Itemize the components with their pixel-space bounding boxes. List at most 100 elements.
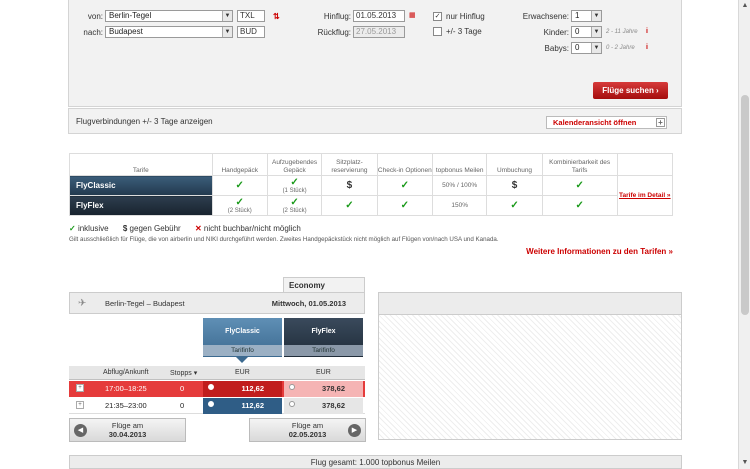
plusminus-days-label: +/- 3 Tage bbox=[446, 27, 482, 36]
tariff-header: topbonus Meilen bbox=[431, 153, 488, 176]
radio[interactable] bbox=[289, 384, 295, 390]
scroll-thumb[interactable] bbox=[741, 95, 749, 315]
radio[interactable] bbox=[289, 401, 295, 407]
next-day-button[interactable]: ▶ Flüge am 02.05.2013 bbox=[249, 418, 366, 442]
dollar-icon: $ bbox=[511, 180, 518, 191]
tariff-cell-note: (2 Stück) bbox=[227, 207, 252, 214]
radio-selected[interactable] bbox=[208, 384, 214, 390]
tab-flyflex-label: FlyFlex bbox=[311, 328, 336, 335]
check-icon: ✓ bbox=[235, 180, 244, 191]
chevron-down-icon: ▼ bbox=[591, 11, 601, 21]
tab-flyclassic-label: FlyClassic bbox=[225, 328, 260, 335]
prev-date: 30.04.2013 bbox=[108, 430, 147, 439]
more-info-link[interactable]: Weitere Informationen zu den Tarifen » bbox=[526, 247, 673, 256]
tariff-cell: ✓ (2 Stück) bbox=[211, 195, 268, 216]
flex-days-text: Flugverbindungen +/- 3 Tage anzeigen bbox=[76, 117, 213, 126]
tariff-header: Sitzplatz-reservierung bbox=[321, 153, 378, 176]
scroll-up-icon[interactable]: ▲ bbox=[741, 2, 749, 9]
calendar-icon[interactable]: ▦ bbox=[409, 12, 416, 19]
tab-flyflex[interactable]: FlyFlex Tarifinfo bbox=[284, 318, 363, 357]
tariff-cell: ✓ bbox=[376, 175, 434, 196]
flight-time: 17:00–18:25 bbox=[105, 384, 147, 393]
babies-label: Babys: bbox=[544, 44, 569, 53]
tariff-table: Tarife Handgepäck Aufzugebendes Gepäck S… bbox=[69, 153, 674, 216]
price-cell-classic[interactable]: 112,62 bbox=[203, 381, 282, 397]
tariff-header: Tarife bbox=[69, 153, 213, 176]
children-select[interactable]: 0 ▼ bbox=[571, 26, 602, 38]
to-value: Budapest bbox=[109, 27, 143, 36]
expand-icon[interactable]: + bbox=[76, 401, 84, 409]
flight-row[interactable]: + 17:00–18:25 0 112,62 378,62 bbox=[69, 381, 365, 397]
col-eur-classic: EUR bbox=[235, 369, 250, 376]
legend-fee-label: gegen Gebühr bbox=[129, 224, 181, 233]
route-text: Berlin-Tegel – Budapest bbox=[105, 299, 185, 308]
price-cell-classic[interactable]: 112,62 bbox=[203, 398, 282, 414]
outbound-label: Hinflug: bbox=[323, 12, 351, 21]
price-value: 378,62 bbox=[322, 384, 345, 393]
tariff-cell: ✓ bbox=[541, 195, 618, 216]
info-icon[interactable]: i bbox=[646, 44, 648, 51]
tariff-cell: 50% / 100% bbox=[431, 175, 488, 196]
cross-icon: ✕ bbox=[194, 224, 202, 233]
only-outbound-label: nur Hinflug bbox=[446, 12, 485, 21]
plusminus-days-checkbox[interactable] bbox=[433, 27, 442, 36]
check-icon: ✓ bbox=[510, 200, 519, 211]
chevron-down-icon: ▼ bbox=[222, 11, 232, 21]
tariff-cell: ✓ bbox=[541, 175, 618, 196]
tariff-header: Aufzugebendes Gepäck bbox=[266, 153, 323, 176]
info-icon[interactable]: i bbox=[646, 28, 648, 35]
flight-time: 21:35–23:00 bbox=[105, 401, 147, 410]
flight-row[interactable]: + 21:35–23:00 0 112,62 378,62 bbox=[69, 398, 365, 414]
check-icon: ✓ bbox=[290, 196, 299, 208]
legend-not-bookable: ✕ nicht buchbar/nicht möglich bbox=[195, 224, 307, 233]
tariff-cell: $ bbox=[321, 175, 378, 196]
expand-icon[interactable]: + bbox=[76, 384, 84, 392]
col-time[interactable]: Abflug/Ankunft bbox=[103, 369, 149, 376]
outbound-date-field[interactable]: 01.05.2013 bbox=[353, 10, 405, 22]
price-cell-flex[interactable]: 378,62 bbox=[284, 381, 363, 397]
calendar-view-button[interactable]: Kalenderansicht öffnen + bbox=[546, 116, 667, 129]
vertical-scrollbar[interactable]: ▲ ▼ bbox=[738, 0, 750, 469]
from-value: Berlin-Tegel bbox=[109, 11, 152, 20]
tarifinfo-link[interactable]: Tarifinfo bbox=[203, 345, 282, 356]
only-outbound-checkbox[interactable]: ✓ bbox=[433, 12, 442, 21]
check-icon: ✓ bbox=[400, 200, 409, 211]
tariff-cell-note: (1 Stück) bbox=[282, 187, 307, 194]
check-icon: ✓ bbox=[345, 200, 354, 211]
route-bar: ✈ Berlin-Tegel – Budapest Mittwoch, 01.0… bbox=[69, 292, 365, 314]
tariff-legend: ✓ inklusive $ gegen Gebühr ✕ nicht buchb… bbox=[69, 224, 313, 233]
dollar-icon: $ bbox=[346, 180, 353, 191]
chevron-down-icon: ▼ bbox=[591, 27, 601, 37]
to-code-field[interactable]: BUD bbox=[237, 26, 265, 38]
tariff-cell: ✓ (1 Stück) bbox=[266, 175, 323, 196]
from-select[interactable]: Berlin-Tegel ▼ bbox=[105, 10, 233, 22]
adults-select[interactable]: 1 ▼ bbox=[571, 10, 602, 22]
scroll-down-icon[interactable]: ▼ bbox=[741, 459, 749, 466]
plus-icon: + bbox=[656, 118, 665, 127]
swap-icon[interactable]: ⇅ bbox=[273, 12, 280, 21]
radio-selected[interactable] bbox=[208, 401, 214, 407]
babies-select[interactable]: 0 ▼ bbox=[571, 42, 602, 54]
tariff-header: Handgepäck bbox=[211, 153, 268, 176]
from-code-field[interactable]: TXL bbox=[237, 10, 265, 22]
flight-stops: 0 bbox=[180, 401, 185, 410]
next-label: Flüge am bbox=[291, 421, 324, 430]
tariff-cell: ✓ bbox=[211, 175, 268, 196]
check-icon: ✓ bbox=[69, 224, 76, 233]
previous-day-button[interactable]: ◀ Flüge am 30.04.2013 bbox=[69, 418, 186, 442]
col-stops[interactable]: Stopps ▾ bbox=[170, 370, 198, 377]
search-flights-button[interactable]: Flüge suchen › bbox=[593, 82, 668, 99]
col-eur-flex: EUR bbox=[316, 369, 331, 376]
arrow-right-icon: ▶ bbox=[348, 424, 361, 437]
tarifinfo-link[interactable]: Tarifinfo bbox=[284, 345, 363, 356]
tariff-name-flyclassic: FlyClassic bbox=[69, 175, 213, 196]
to-select[interactable]: Budapest ▼ bbox=[105, 26, 233, 38]
total-bar: Flug gesamt: 1.000 topbonus Meilen bbox=[69, 455, 682, 469]
return-date-field[interactable]: 27.05.2013 bbox=[353, 26, 405, 38]
next-date: 02.05.2013 bbox=[288, 430, 327, 439]
tariff-detail-link[interactable]: Tarife im Detail » bbox=[619, 192, 671, 199]
price-cell-flex[interactable]: 378,62 bbox=[284, 398, 363, 414]
tariff-cell: $ bbox=[486, 175, 543, 196]
tab-flyclassic[interactable]: FlyClassic Tarifinfo bbox=[203, 318, 282, 357]
flight-day: Mittwoch, 01.05.2013 bbox=[271, 299, 346, 308]
